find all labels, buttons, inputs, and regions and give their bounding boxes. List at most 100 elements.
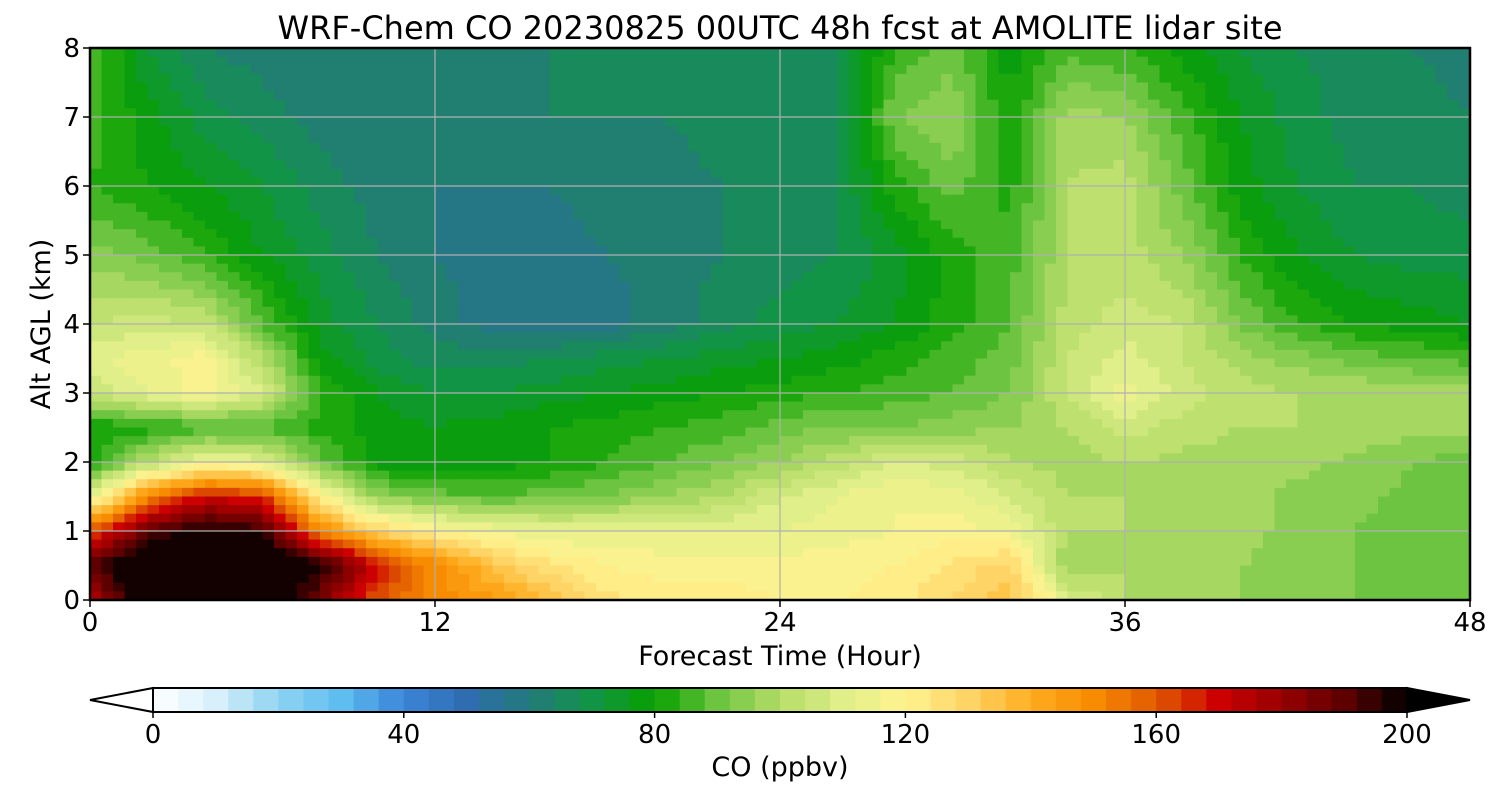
heatmap-cell <box>136 203 149 213</box>
heatmap-cell <box>550 324 563 334</box>
heatmap-cell <box>481 48 494 58</box>
heatmap-cell <box>826 263 839 273</box>
heatmap-cell <box>837 194 850 204</box>
heatmap-cell <box>481 91 494 101</box>
heatmap-cell <box>1021 246 1034 256</box>
heatmap-cell <box>768 349 781 360</box>
heatmap-cell <box>768 246 781 256</box>
heatmap-cell <box>1182 341 1195 351</box>
heatmap-cell <box>1263 332 1276 342</box>
heatmap-cell <box>1182 263 1195 273</box>
heatmap-cell <box>147 280 160 291</box>
heatmap-cell <box>389 324 402 334</box>
heatmap-cell <box>435 91 448 101</box>
heatmap-cell <box>906 117 919 127</box>
heatmap-cell <box>1136 99 1149 109</box>
heatmap-cell <box>642 220 655 230</box>
heatmap-cell <box>1389 134 1402 144</box>
heatmap-cell <box>527 151 540 161</box>
heatmap-cell <box>1447 358 1460 368</box>
heatmap-cell <box>515 289 528 299</box>
heatmap-cell <box>228 229 241 239</box>
heatmap-cell <box>964 194 977 204</box>
heatmap-cell <box>952 48 965 58</box>
heatmap-cell <box>596 56 609 66</box>
heatmap-cell <box>469 306 482 316</box>
heatmap-cell <box>1182 160 1195 170</box>
heatmap-cell <box>308 237 321 247</box>
heatmap-cell <box>1044 263 1057 273</box>
heatmap-cell <box>1366 194 1379 204</box>
heatmap-cell <box>722 375 735 385</box>
heatmap-cell <box>918 194 931 204</box>
heatmap-cell <box>1251 358 1264 368</box>
heatmap-cell <box>929 263 942 273</box>
heatmap-cell <box>619 108 632 118</box>
heatmap-cell <box>1033 48 1046 58</box>
heatmap-cell <box>1355 160 1368 170</box>
heatmap-cell <box>1251 108 1264 118</box>
heatmap-cell <box>1194 263 1207 273</box>
heatmap-cell <box>1136 315 1149 325</box>
heatmap-cell <box>676 203 689 213</box>
heatmap-cell <box>1090 384 1103 394</box>
heatmap-cell <box>1286 151 1299 161</box>
heatmap-cell <box>826 125 839 135</box>
heatmap-cell <box>688 56 701 66</box>
heatmap-cell <box>584 134 597 144</box>
heatmap-cell <box>918 211 931 222</box>
heatmap-cell <box>1424 125 1437 135</box>
heatmap-cell <box>113 203 126 213</box>
heatmap-cell <box>883 401 896 411</box>
heatmap-cell <box>722 211 735 222</box>
heatmap-cell <box>619 91 632 101</box>
heatmap-cell <box>1366 48 1379 58</box>
heatmap-cell <box>159 324 172 334</box>
heatmap-cell <box>435 315 448 325</box>
heatmap-cell <box>251 48 264 58</box>
heatmap-cell <box>412 272 425 282</box>
heatmap-cell <box>619 306 632 316</box>
heatmap-cell <box>1366 358 1379 368</box>
heatmap-cell <box>308 315 321 325</box>
heatmap-cell <box>1090 142 1103 153</box>
heatmap-cell <box>1090 177 1103 187</box>
heatmap-cell <box>814 65 827 75</box>
heatmap-cell <box>1343 125 1356 135</box>
heatmap-cell <box>354 298 367 308</box>
heatmap-cell <box>975 237 988 247</box>
heatmap-cell <box>1286 108 1299 118</box>
heatmap-cell <box>308 194 321 204</box>
heatmap-cell <box>492 315 505 325</box>
heatmap-cell <box>665 324 678 334</box>
heatmap-cell <box>1332 280 1345 291</box>
heatmap-cell <box>791 73 804 84</box>
heatmap-cell <box>803 401 816 411</box>
heatmap-cell <box>159 211 172 222</box>
heatmap-cell <box>676 99 689 109</box>
heatmap-cell <box>849 125 862 135</box>
heatmap-cell <box>205 91 218 101</box>
heatmap-cell <box>1320 203 1333 213</box>
heatmap-cell <box>1458 375 1470 385</box>
heatmap-cell <box>435 117 448 127</box>
heatmap-cell <box>688 194 701 204</box>
heatmap-cell <box>366 203 379 213</box>
heatmap-cell <box>998 280 1011 291</box>
heatmap-cell <box>377 91 390 101</box>
heatmap-cell <box>676 151 689 161</box>
heatmap-cell <box>803 211 816 222</box>
heatmap-cell <box>653 358 666 368</box>
heatmap-cell <box>803 151 816 161</box>
heatmap-cell <box>446 349 459 360</box>
heatmap-cell <box>1251 186 1264 196</box>
heatmap-cell <box>228 393 241 403</box>
heatmap-cell <box>1401 56 1414 66</box>
heatmap-cell <box>320 177 333 187</box>
heatmap-cell <box>469 289 482 299</box>
heatmap-cell <box>1194 65 1207 75</box>
heatmap-cell <box>331 48 344 58</box>
heatmap-cell <box>1067 375 1080 385</box>
heatmap-cell <box>159 177 172 187</box>
heatmap-cell <box>1447 220 1460 230</box>
